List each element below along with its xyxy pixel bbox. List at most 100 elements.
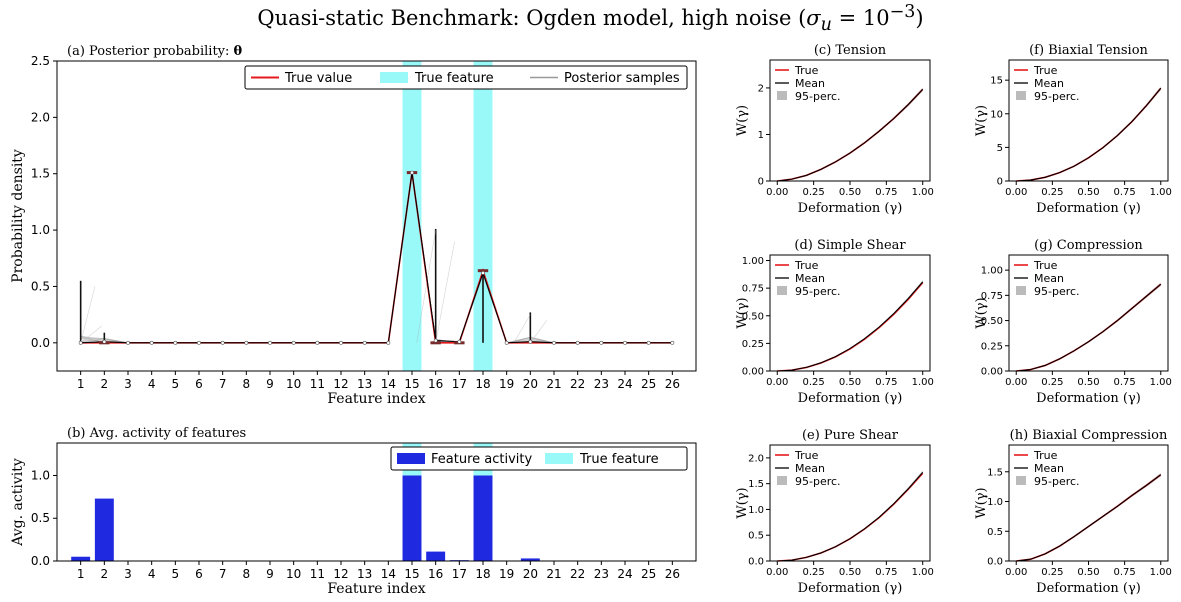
y-tick-label: 1: [758, 130, 764, 141]
panel-title: (e) Pure Shear: [802, 428, 899, 443]
y-tick-label: 1.0: [31, 468, 50, 482]
mean-point: [410, 170, 414, 175]
panel-title: (a) Posterior probability: θ: [67, 44, 243, 59]
y-tick-label: 15: [990, 76, 1003, 87]
mean-point: [528, 339, 533, 344]
figure-title: Quasi-static Benchmark: Ogden model, hig…: [0, 2, 1181, 35]
panel-f: 0 5 10 15 0.00 0.25 0.50 0.75 1.00 Deformation (γ…: [974, 43, 1172, 216]
legend-label: Feature activity: [431, 452, 532, 467]
figure-title-exp: −3: [889, 2, 916, 22]
mean-curve: [1016, 87, 1162, 182]
x-tick-label: 24: [617, 567, 632, 581]
x-tick-label: 1: [77, 567, 85, 581]
legend-perc-swatch: [777, 91, 787, 100]
x-tick-label: 6: [195, 567, 203, 581]
x-tick-label: 12: [333, 567, 348, 581]
x-tick-label: 0.50: [839, 187, 861, 198]
x-tick-label: 23: [594, 377, 609, 391]
x-axis-label: Feature index: [327, 391, 425, 407]
x-tick-label: 7: [219, 567, 227, 581]
posterior-sample-line: [80, 172, 673, 344]
x-tick-label: 0.75: [875, 187, 897, 198]
mean-curve: [777, 88, 924, 182]
x-tick-label: 0.25: [1041, 377, 1063, 388]
legend: True value True feature Posterior samples: [244, 65, 688, 90]
axes-frame: [769, 444, 931, 562]
x-tick-label: 21: [546, 377, 561, 391]
mean-curve: [1016, 474, 1162, 562]
x-tick-label: 0.00: [1005, 567, 1027, 578]
activity-bar: [71, 556, 91, 561]
mean-point: [268, 340, 272, 345]
posterior-sample-line: [80, 171, 673, 344]
x-tick-label: 25: [641, 377, 656, 391]
y-tick-label: 2.0: [31, 110, 50, 124]
posterior-spread-line: [513, 314, 531, 343]
x-tick-label: 1.00: [1150, 567, 1172, 578]
posterior-sample-line: [80, 174, 673, 344]
y-tick-label: 10: [990, 109, 1003, 120]
x-tick-label: 17: [452, 567, 467, 581]
x-tick-label: 19: [499, 377, 514, 391]
legend-label: 95-perc.: [795, 285, 841, 298]
x-tick-label: 18: [475, 377, 490, 391]
y-tick-label: 0.25: [742, 339, 764, 350]
legend-perc-swatch: [1016, 91, 1026, 100]
y-tick-label: 2: [758, 83, 764, 94]
y-tick-label: 0.5: [31, 511, 50, 525]
x-axis-label: Deformation (γ): [798, 581, 903, 596]
posterior-spread-line: [416, 230, 436, 343]
axes-frame: [1008, 254, 1169, 372]
x-tick-label: 13: [357, 567, 372, 581]
x-tick-label: 8: [243, 567, 251, 581]
x-tick-label: 6: [195, 377, 203, 391]
mean-point: [197, 340, 201, 345]
legend-box: [244, 65, 688, 90]
posterior-spread-line: [80, 286, 96, 343]
posterior-sample-line: [80, 174, 673, 344]
x-tick-label: 3: [124, 567, 132, 581]
y-tick-label: 0.00: [981, 367, 1003, 378]
legend-box: [390, 446, 688, 471]
y-tick-label: 0: [997, 177, 1003, 188]
x-tick-label: 26: [665, 377, 680, 391]
legend-perc-swatch: [1016, 476, 1026, 485]
x-tick-label: 0.50: [1077, 377, 1099, 388]
y-tick-label: 0.5: [748, 531, 764, 542]
x-tick-label: 0.50: [839, 377, 861, 388]
x-tick-label: 24: [617, 377, 632, 391]
legend-label: Mean: [1034, 272, 1064, 285]
x-tick-label: 2: [101, 567, 109, 581]
y-tick-label: 0: [758, 177, 764, 188]
posterior-sample-line: [80, 173, 673, 344]
x-tick-label: 15: [404, 377, 419, 391]
x-tick-label: 16: [428, 377, 443, 391]
legend-label: Posterior samples: [564, 71, 680, 86]
legend-label: True: [794, 64, 819, 77]
x-tick-label: 0.25: [1041, 567, 1063, 578]
y-axis-label: W(γ): [974, 105, 989, 136]
x-tick-label: 0.75: [1114, 567, 1136, 578]
x-tick-label: 0.00: [766, 377, 788, 388]
legend-label: 95-perc.: [1034, 90, 1080, 103]
x-tick-label: 1: [77, 377, 85, 391]
y-tick-label: 0.75: [981, 291, 1003, 302]
x-tick-label: 10: [286, 377, 301, 391]
posterior-sample-line: [80, 174, 673, 344]
legend-label: 95-perc.: [795, 90, 841, 103]
y-tick-label: 0.0: [748, 557, 764, 568]
mean-line: [80, 172, 673, 344]
x-tick-label: 17: [452, 377, 467, 391]
x-tick-label: 21: [546, 567, 561, 581]
x-tick-label: 14: [381, 377, 396, 391]
legend-label: 95-perc.: [795, 475, 841, 488]
x-tick-label: 2: [101, 377, 109, 391]
y-tick-label: 2.0: [748, 453, 764, 464]
y-tick-label: 1.5: [31, 167, 50, 181]
legend-true-feature-swatch: [380, 72, 408, 83]
x-axis-label: Deformation (γ): [1036, 391, 1141, 406]
true-feature-band: [473, 61, 493, 371]
panel-title: (h) Biaxial Compression: [1010, 428, 1168, 443]
